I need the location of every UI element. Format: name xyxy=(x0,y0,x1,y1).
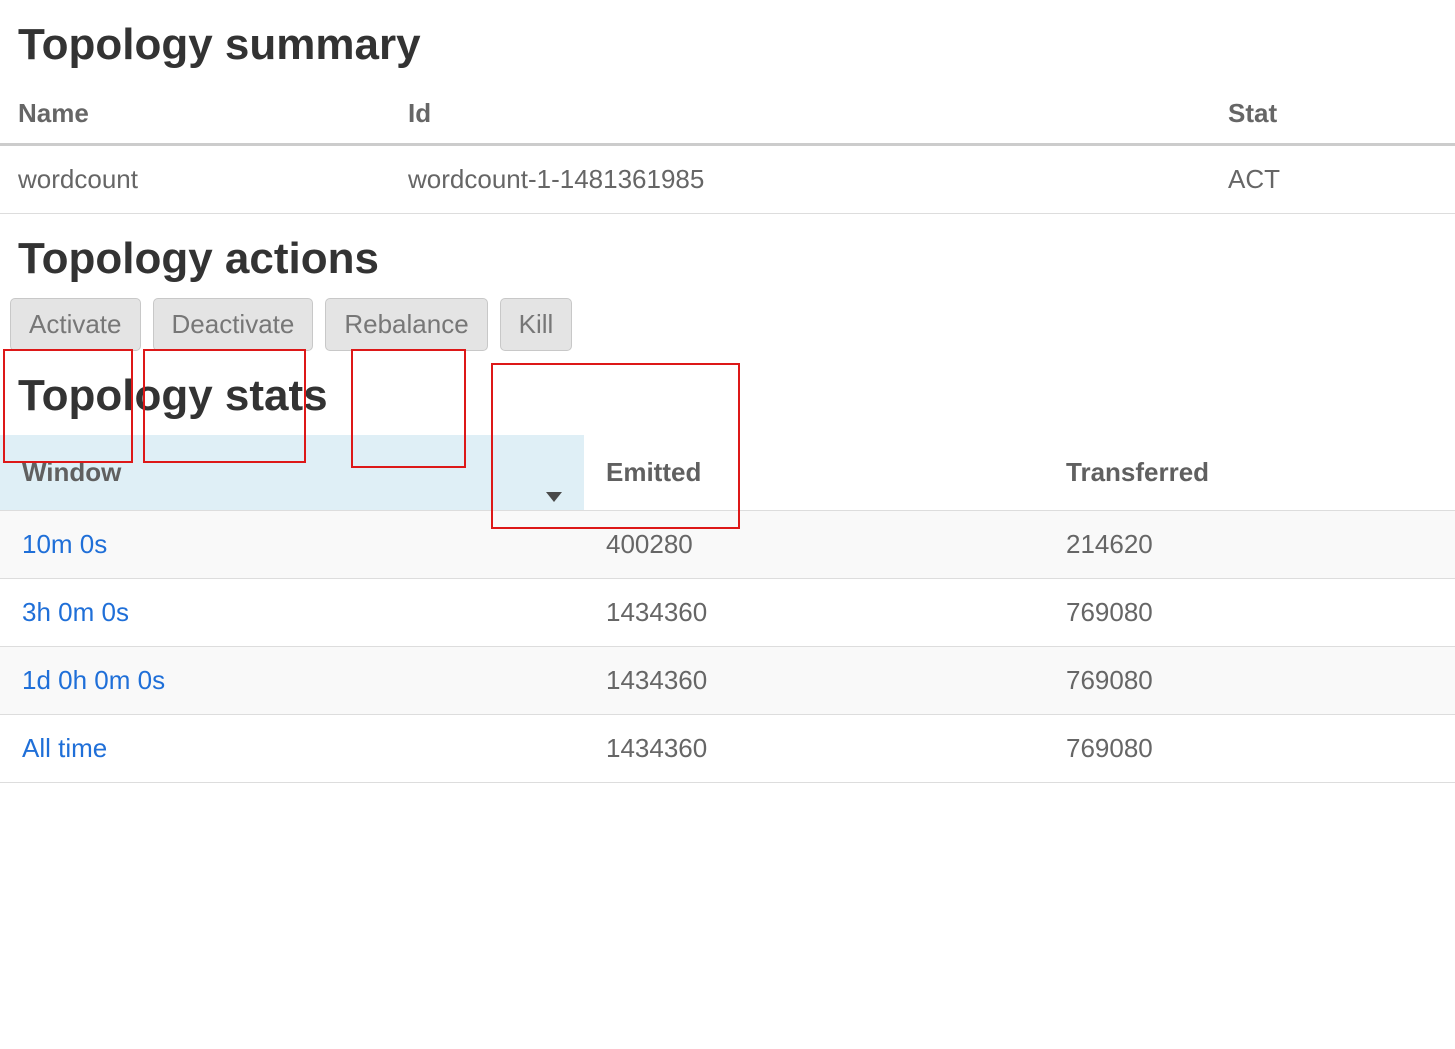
rebalance-button[interactable]: Rebalance xyxy=(325,298,487,351)
stats-cell-transferred: 769080 xyxy=(1044,579,1455,647)
stats-cell-emitted: 1434360 xyxy=(584,715,1044,783)
summary-cell-id: wordcount-1-1481361985 xyxy=(390,145,1210,214)
stats-cell-transferred: 214620 xyxy=(1044,511,1455,579)
stats-cell-window: 3h 0m 0s xyxy=(0,579,584,647)
stats-row: 1d 0h 0m 0s 1434360769080 xyxy=(0,647,1455,715)
topology-actions-heading: Topology actions xyxy=(18,234,1455,284)
stats-cell-emitted: 1434360 xyxy=(584,647,1044,715)
stats-window-link[interactable]: 1d 0h 0m 0s xyxy=(22,665,165,695)
topology-summary-heading: Topology summary xyxy=(18,20,1455,70)
deactivate-button[interactable]: Deactivate xyxy=(153,298,314,351)
stats-cell-emitted: 400280 xyxy=(584,511,1044,579)
summary-col-status-header[interactable]: Stat xyxy=(1210,84,1455,145)
stats-row: All time 1434360769080 xyxy=(0,715,1455,783)
summary-col-id-header[interactable]: Id xyxy=(390,84,1210,145)
stats-col-window-label: Window xyxy=(22,457,121,487)
activate-button[interactable]: Activate xyxy=(10,298,141,351)
stats-cell-transferred: 769080 xyxy=(1044,715,1455,783)
topology-stats-table: Window Emitted Transferred 10m 0s 4002802… xyxy=(0,435,1455,783)
summary-cell-status: ACT xyxy=(1210,145,1455,214)
stats-row: 10m 0s 400280214620 xyxy=(0,511,1455,579)
stats-col-emitted-header[interactable]: Emitted xyxy=(584,435,1044,511)
stats-window-link[interactable]: All time xyxy=(22,733,107,763)
stats-cell-window: 1d 0h 0m 0s xyxy=(0,647,584,715)
summary-col-name-header[interactable]: Name xyxy=(0,84,390,145)
stats-cell-window: 10m 0s xyxy=(0,511,584,579)
summary-cell-name: wordcount xyxy=(0,145,390,214)
topology-actions-row: Activate Deactivate Rebalance Kill xyxy=(10,298,1455,351)
stats-window-link[interactable]: 10m 0s xyxy=(22,529,107,559)
stats-col-transferred-header[interactable]: Transferred xyxy=(1044,435,1455,511)
stats-row: 3h 0m 0s 1434360769080 xyxy=(0,579,1455,647)
topology-summary-table: Name Id Stat wordcount wordcount-1-14813… xyxy=(0,84,1455,214)
stats-col-window-header[interactable]: Window xyxy=(0,435,584,511)
stats-cell-window: All time xyxy=(0,715,584,783)
stats-cell-emitted: 1434360 xyxy=(584,579,1044,647)
summary-row: wordcount wordcount-1-1481361985 ACT xyxy=(0,145,1455,214)
stats-window-link[interactable]: 3h 0m 0s xyxy=(22,597,129,627)
sort-desc-icon xyxy=(546,492,562,502)
kill-button[interactable]: Kill xyxy=(500,298,573,351)
stats-cell-transferred: 769080 xyxy=(1044,647,1455,715)
topology-stats-heading: Topology stats xyxy=(18,371,1455,421)
